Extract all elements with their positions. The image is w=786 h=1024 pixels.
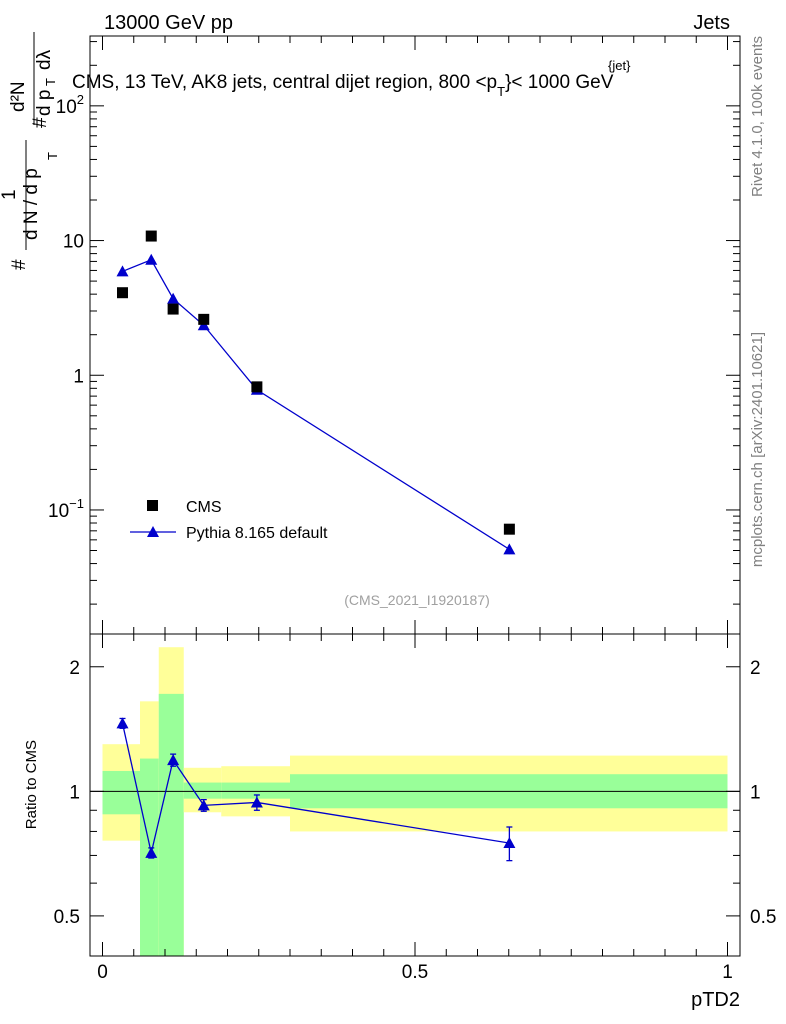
ratio-panel: 0.5 0.51 12 2 0 0.5 1 Ratio to CMS pTD2 <box>23 633 777 1011</box>
y-label-d2n: d²N <box>8 81 29 112</box>
y-label-frac-num: 1 <box>0 189 20 200</box>
mc-line <box>122 258 510 550</box>
ratio-y-tick-label-right: 0.5 <box>750 907 776 928</box>
ratio-uncertainty-bands <box>102 647 728 956</box>
ratio-mc-point <box>116 717 129 729</box>
plot-title-sup: {jet} <box>608 58 631 73</box>
main-y-axis-label: # d N / d p T 1 # d²N d p T dλ <box>0 32 60 270</box>
data-point <box>251 381 263 393</box>
mc-series <box>116 253 516 555</box>
main-y-tick-label: 1 <box>73 366 84 387</box>
data-point <box>117 287 128 299</box>
ratio-y-axis-label: Ratio to CMS <box>23 740 40 829</box>
rivet-version-label: Rivet 4.1.0, 100k events <box>749 36 766 197</box>
x-tick-labels: 0 0.5 1 <box>97 962 733 983</box>
legend-data-label: CMS <box>186 499 222 516</box>
category-label: Jets <box>693 12 730 34</box>
x-tick-label: 0.5 <box>402 962 428 983</box>
ratio-mc-line <box>121 723 510 854</box>
ratio-y-tick-label-left: 1 <box>69 782 80 803</box>
energy-label: 13000 GeV pp <box>104 12 233 34</box>
data-series <box>117 230 515 535</box>
mc-point <box>503 543 516 555</box>
x-tick-label: 1 <box>722 962 733 983</box>
data-point <box>167 303 179 315</box>
ratio-band-inner <box>221 782 290 799</box>
main-y-tick-label-exp: −1 <box>69 496 84 511</box>
ratio-band-inner <box>102 770 140 815</box>
ratio-y-tick-label-right: 2 <box>750 658 761 679</box>
mcplots-label: mcplots.cern.ch [arXiv:2401.10621] <box>749 332 766 567</box>
data-point <box>503 523 515 535</box>
analysis-watermark: (CMS_2021_I1920187) <box>344 592 490 608</box>
ratio-y-tick-label-left: 2 <box>69 658 80 679</box>
y-label-dlambda: dλ <box>34 49 55 70</box>
y-label-hash-1: # <box>9 259 30 270</box>
main-y-tick-label: 10−1 <box>48 496 84 522</box>
x-tick-label: 0 <box>97 962 108 983</box>
legend: CMS Pythia 8.165 default <box>130 499 328 542</box>
ratio-mc-point <box>250 796 263 808</box>
ratio-y-tick-label-right: 1 <box>750 782 761 803</box>
data-point <box>145 230 157 242</box>
data-point <box>198 313 210 325</box>
ratio-mc-point <box>197 799 210 811</box>
ratio-mc-point <box>167 754 180 766</box>
ratio-mc-point <box>503 837 516 849</box>
y-label-frac-den: d N / d p <box>21 168 42 240</box>
ratio-y-tick-labels: 0.5 0.5 1 1 2 2 <box>54 658 777 928</box>
mc-point <box>145 253 158 265</box>
ratio-band-inner <box>158 693 184 956</box>
plot-title: CMS, 13 TeV, AK8 jets, central dijet reg… <box>72 72 614 99</box>
ratio-axis-ticks <box>90 634 740 957</box>
plot-title-text: CMS, 13 TeV, AK8 jets, central dijet reg… <box>72 72 497 93</box>
legend-mc-marker <box>147 526 159 537</box>
x-axis-label: pTD2 <box>691 989 740 1011</box>
y-label-dpt: d p <box>34 90 55 116</box>
main-axis-ticks <box>90 36 740 634</box>
y-label-hash-2: # <box>30 117 51 128</box>
y-label-frac-den-sub: T <box>45 152 60 160</box>
ratio-mc-series <box>116 717 516 862</box>
plot-title-tail: }< 1000 GeV <box>505 72 614 93</box>
ratio-mc-point <box>145 846 158 858</box>
ratio-band-inner <box>183 782 222 799</box>
main-y-tick-label: 10 <box>63 232 84 253</box>
mc-point <box>167 292 180 304</box>
main-y-tick-label-exp: 2 <box>77 92 84 107</box>
main-frame <box>89 35 741 635</box>
main-y-tick-label: 102 <box>56 92 84 118</box>
legend-mc-label: Pythia 8.165 default <box>186 525 328 542</box>
mc-point <box>116 265 129 277</box>
y-label-dpt-sub: T <box>43 78 58 86</box>
main-y-tick-label-base: 10 <box>56 97 77 118</box>
ratio-y-tick-label-left: 0.5 <box>54 907 80 928</box>
plot-title-sub: T <box>497 84 505 99</box>
legend-data-marker <box>147 500 158 511</box>
main-y-tick-label-base: 10 <box>48 501 69 522</box>
